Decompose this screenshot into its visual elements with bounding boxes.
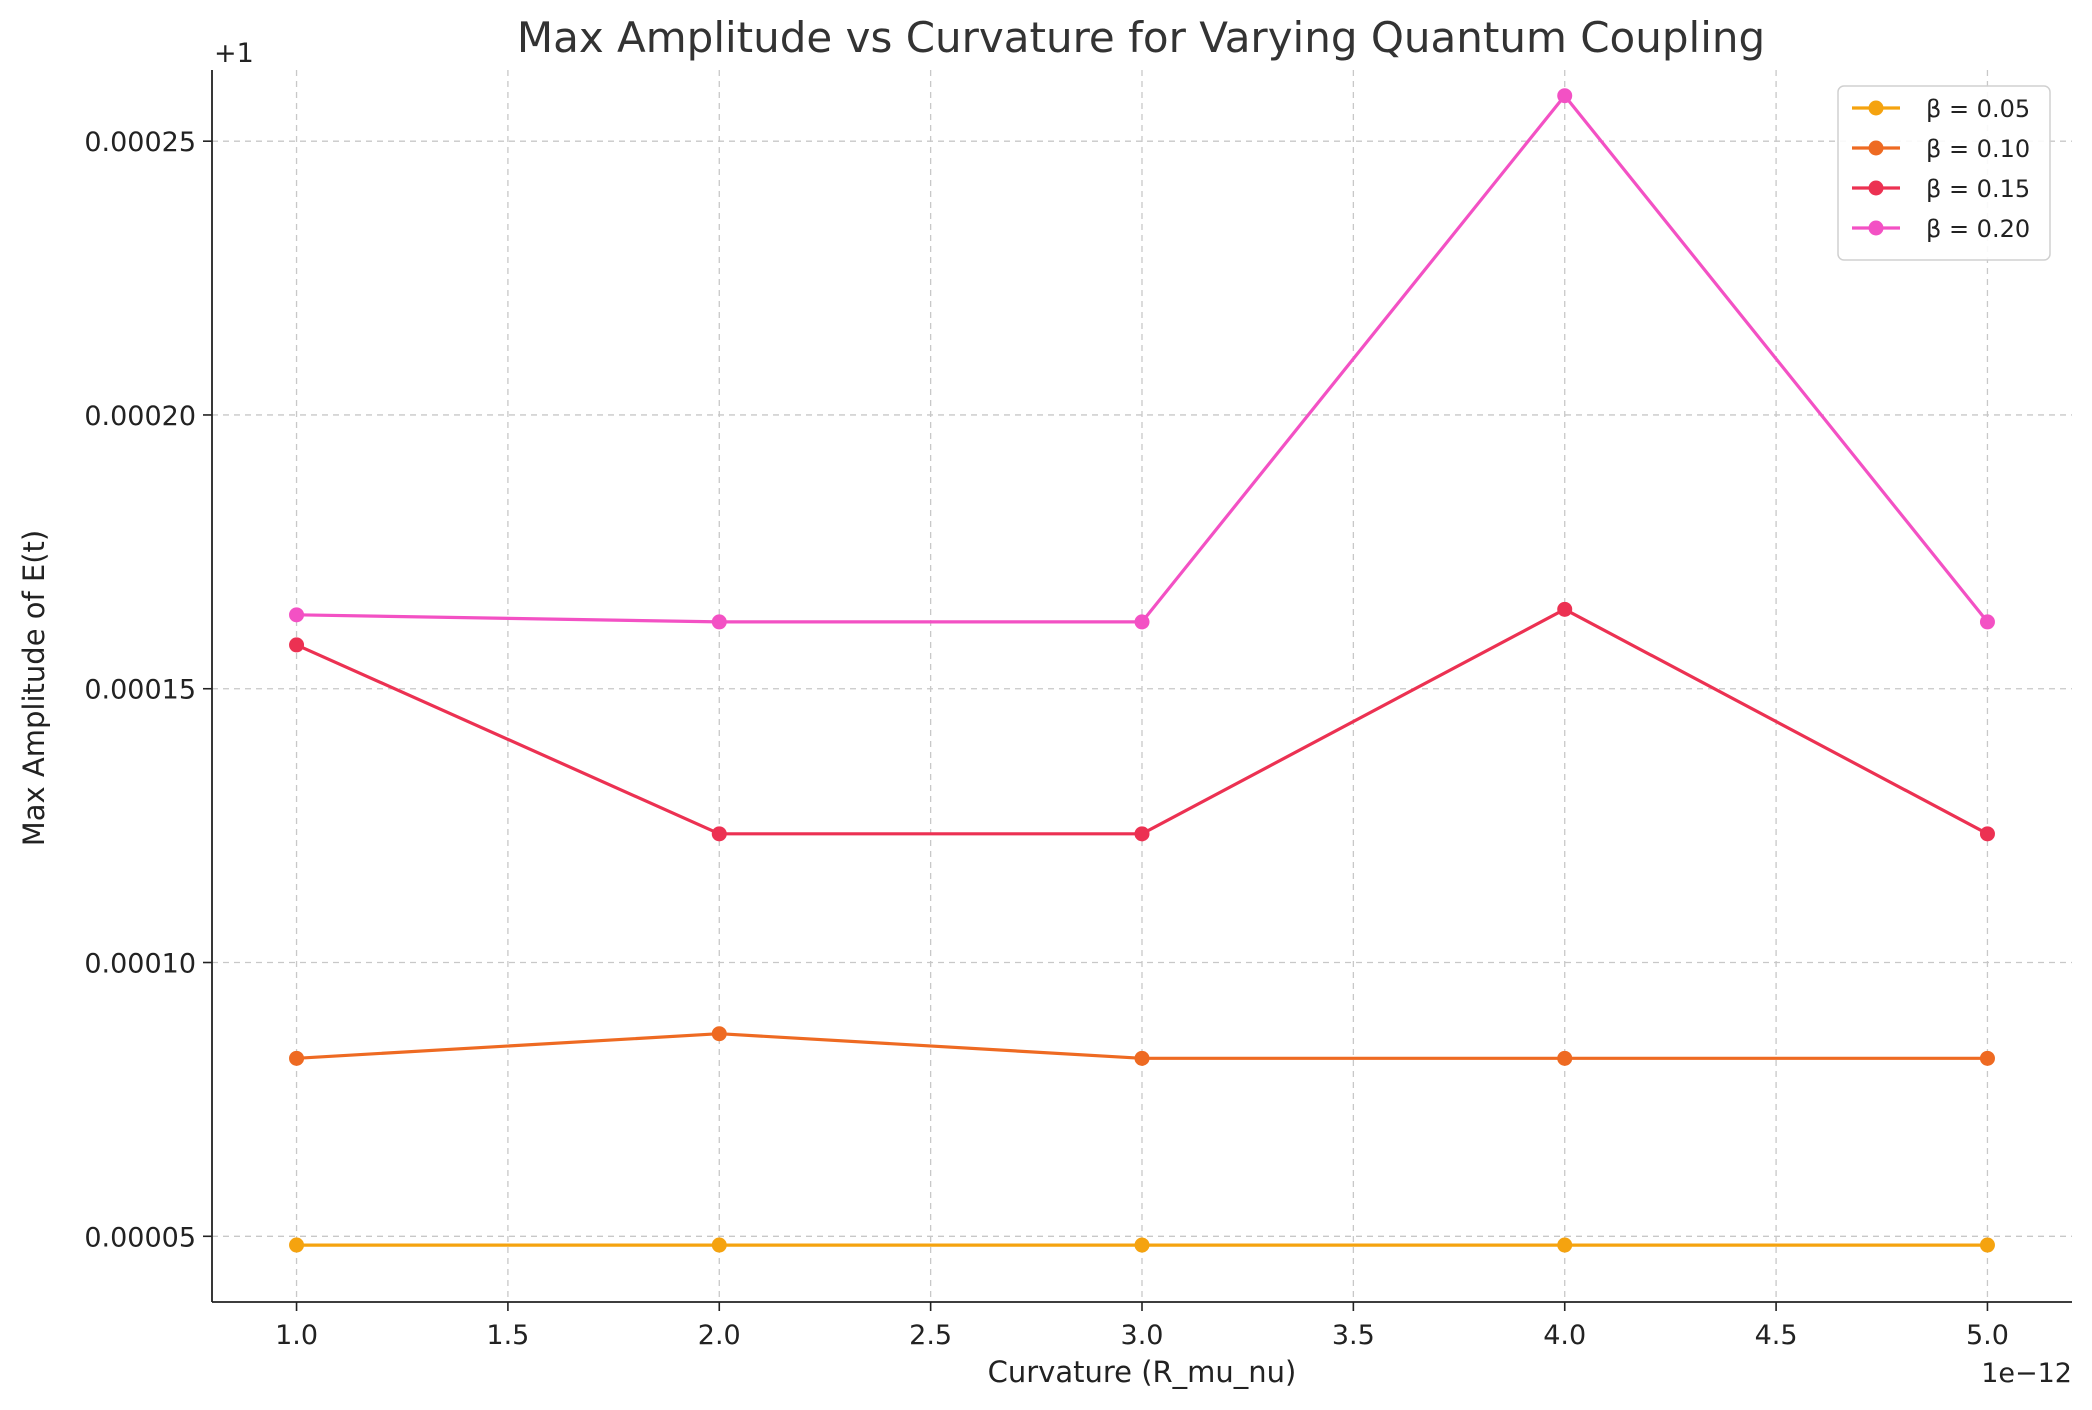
data-point — [289, 1050, 305, 1066]
x-tick-label: 3.0 — [1121, 1320, 1164, 1351]
x-tick-label: 4.0 — [1543, 1320, 1586, 1351]
x-tick-label: 5.0 — [1966, 1320, 2009, 1351]
data-point — [1979, 1050, 1995, 1066]
legend-swatch-marker — [1868, 180, 1884, 196]
data-point — [1557, 1050, 1573, 1066]
y-offset-text: +1 — [214, 38, 254, 69]
data-point — [1557, 601, 1573, 617]
x-offset-text: 1e−12 — [1981, 1358, 2072, 1389]
y-tick-label: 0.00020 — [84, 401, 196, 432]
data-point — [289, 1237, 305, 1253]
legend-entry: β = 0.10 — [1926, 135, 2030, 163]
legend-frame — [1837, 85, 2051, 261]
y-axis-label: Max Amplitude of E(t) — [17, 530, 51, 847]
data-point — [289, 637, 305, 653]
y-tick-label: 0.00005 — [84, 1222, 196, 1253]
data-point — [1979, 1237, 1995, 1253]
legend-entry: β = 0.15 — [1926, 175, 2030, 203]
data-point — [1979, 614, 1995, 630]
data-point — [1979, 826, 1995, 842]
data-point — [1134, 1237, 1150, 1253]
series-group — [289, 1026, 1995, 1066]
legend-swatch-marker — [1868, 100, 1884, 116]
x-tick-label: 2.0 — [698, 1320, 741, 1351]
series-group — [289, 88, 1995, 630]
x-tick-label: 1.0 — [275, 1320, 318, 1351]
data-point — [1134, 614, 1150, 630]
data-point — [289, 607, 305, 623]
legend-swatch-marker — [1868, 140, 1884, 156]
chart-title: Max Amplitude vs Curvature for Varying Q… — [517, 13, 1765, 62]
data-point — [711, 614, 727, 630]
series-group — [289, 601, 1995, 842]
y-tick-label: 0.00010 — [84, 949, 196, 980]
x-tick-label: 1.5 — [486, 1320, 529, 1351]
grid — [212, 70, 2072, 1302]
data-point — [711, 1237, 727, 1253]
series — [289, 88, 1995, 1253]
x-ticks: 1.0 1.5 2.0 2.5 3.0 3.5 4.0 4.5 5.0 — [275, 1302, 2009, 1351]
legend: β = 0.05 β = 0.10 β = 0.15 β = 0.20 — [1837, 85, 2051, 261]
legend-swatch-marker — [1868, 220, 1884, 236]
data-point — [1557, 1237, 1573, 1253]
y-tick-label: 0.00015 — [84, 675, 196, 706]
legend-entry: β = 0.20 — [1926, 215, 2030, 243]
data-point — [1557, 88, 1573, 104]
series-group — [289, 1237, 1995, 1253]
data-point — [711, 826, 727, 842]
y-ticks: 0.00005 0.00010 0.00015 0.00020 0.00025 — [84, 127, 212, 1253]
data-point — [1134, 1050, 1150, 1066]
x-tick-label: 3.5 — [1332, 1320, 1375, 1351]
legend-entry: β = 0.05 — [1926, 95, 2030, 123]
data-point — [1134, 826, 1150, 842]
x-tick-label: 2.5 — [909, 1320, 952, 1351]
x-axis-label: Curvature (R_mu_nu) — [988, 1355, 1297, 1389]
data-point — [711, 1026, 727, 1042]
x-tick-label: 4.5 — [1755, 1320, 1798, 1351]
y-tick-label: 0.00025 — [84, 127, 196, 158]
